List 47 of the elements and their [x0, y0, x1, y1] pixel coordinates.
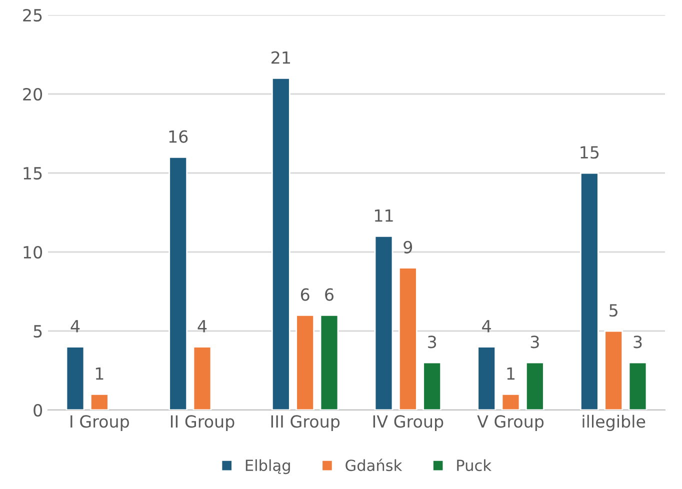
legend-label: Puck	[457, 459, 492, 472]
bar	[398, 267, 418, 410]
bar	[66, 346, 85, 410]
bar	[580, 172, 599, 410]
x-tick-label: V Group	[477, 415, 544, 431]
y-tick-label: 0	[34, 404, 42, 417]
data-label: 1	[507, 367, 515, 380]
bar	[271, 78, 290, 410]
bar	[604, 330, 624, 410]
x-tick-label: II Group	[170, 415, 234, 431]
data-label: 3	[530, 336, 539, 348]
y-tick-label: 15	[24, 167, 42, 180]
data-label: 6	[325, 288, 334, 301]
data-label: 4	[482, 320, 491, 332]
data-label: 11	[374, 209, 393, 222]
data-label: 6	[300, 288, 310, 301]
data-label: 1	[96, 367, 104, 380]
y-tick-label: 25	[23, 8, 42, 22]
bar	[90, 394, 109, 410]
x-tick-label: IV Group	[373, 415, 444, 431]
y-tick-label: 5	[34, 325, 42, 338]
bar	[168, 156, 188, 410]
x-tick-label: III Group	[271, 415, 340, 431]
data-label: 3	[428, 336, 436, 348]
bar	[320, 314, 339, 410]
y-tick-label: 20	[23, 88, 42, 101]
data-label: 21	[272, 51, 290, 64]
x-tick-label: illegible	[582, 414, 646, 431]
bar	[525, 362, 544, 410]
x-tick-label: I Group	[70, 415, 129, 431]
bar	[501, 394, 520, 410]
bar	[192, 346, 212, 410]
bar	[422, 362, 442, 410]
bar	[296, 314, 315, 410]
legend-label: Elbląg	[246, 459, 290, 474]
data-label: 16	[169, 130, 188, 143]
legend-label: Gdańsk	[346, 458, 402, 472]
bar	[477, 346, 496, 410]
data-label: 3	[634, 336, 642, 348]
data-label: 15	[580, 146, 599, 159]
data-label: 4	[198, 320, 207, 332]
data-label: 5	[610, 304, 618, 317]
y-tick-label: 10	[24, 246, 42, 259]
bar	[374, 236, 394, 410]
data-label: 9	[404, 240, 412, 254]
data-label: 4	[70, 320, 80, 332]
bar	[628, 362, 648, 410]
